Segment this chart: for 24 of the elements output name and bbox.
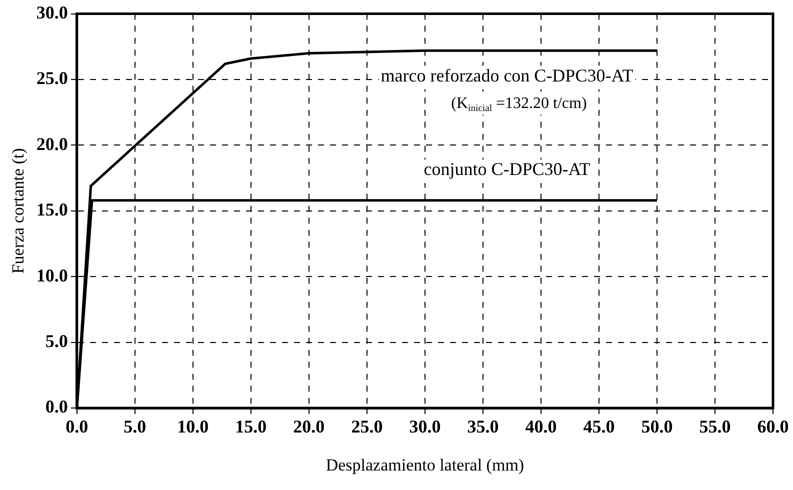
x-tick-label: 10.0	[177, 416, 209, 436]
x-tick-label: 35.0	[467, 416, 499, 436]
y-axis-title: Fuerza cortante (t)	[8, 148, 28, 274]
series-label: conjunto C-DPC30-AT	[424, 159, 590, 180]
y-tick-label: 30.0	[36, 2, 68, 22]
x-tick-label: 55.0	[699, 416, 731, 436]
series-label: marco reforzado con C-DPC30-AT	[380, 65, 634, 86]
y-tick-label: 5.0	[45, 330, 68, 351]
x-tick-label: 30.0	[409, 416, 441, 436]
y-tick-label: 25.0	[36, 68, 68, 88]
y-tick-label: 15.0	[36, 200, 68, 220]
y-tick-label: 0.0	[45, 396, 68, 417]
x-tick-label: 25.0	[351, 416, 383, 436]
x-tick-label: 5.0	[124, 416, 146, 436]
x-tick-label: 15.0	[235, 416, 267, 436]
y-tick-label: 10.0	[36, 265, 68, 286]
y-tick-label: 20.0	[36, 134, 68, 154]
x-tick-label: 0.0	[66, 416, 88, 436]
x-tick-label: 40.0	[525, 416, 557, 436]
x-tick-label: 20.0	[293, 416, 325, 436]
x-tick-label: 45.0	[583, 416, 615, 436]
x-tick-label: 60.0	[757, 416, 789, 436]
x-axis-title: Desplazamiento lateral (mm)	[326, 455, 524, 474]
x-tick-label: 50.0	[641, 416, 673, 436]
